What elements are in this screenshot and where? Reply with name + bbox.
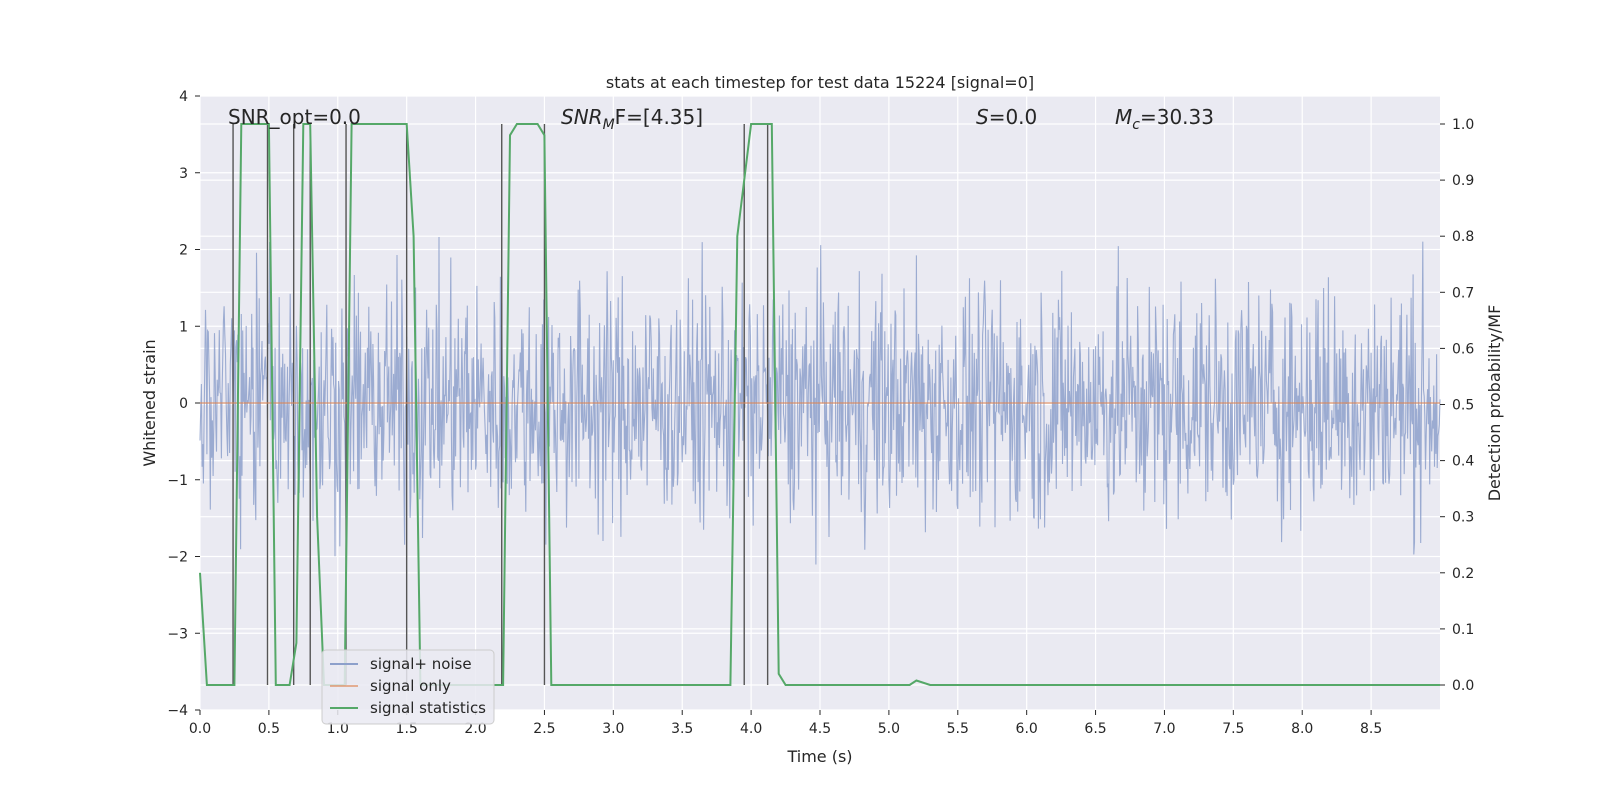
x-tick-label: 6.0 [1016,721,1038,737]
x-tick-label: 0.0 [189,721,211,737]
annotation-s: S=0.0 [976,105,1037,129]
y2-tick-label: 0.9 [1452,173,1474,189]
x-tick-label: 8.0 [1291,721,1313,737]
x-tick-label: 1.5 [396,721,418,737]
y-tick-label: −2 [167,550,188,566]
annotation-snr-mf: SNRMF=[4.35] [561,105,703,133]
y2-tick-label: 0.0 [1452,678,1474,694]
x-tick-label: 6.5 [1084,721,1106,737]
y2-axis-label: Detection probability/MF [1485,305,1504,502]
legend-box [321,649,495,725]
y-tick-label: 4 [179,89,188,105]
annotation-snr-opt: SNR_opt=0.0 [228,105,361,129]
x-tick-label: 4.0 [740,721,762,737]
x-tick-label: 8.5 [1360,721,1382,737]
y2-tick-label: 0.2 [1452,566,1474,582]
y-tick-label: 3 [179,166,188,182]
x-tick-label: 3.0 [602,721,624,737]
chart-title: stats at each timestep for test data 152… [606,73,1034,92]
y2-tick-label: 0.7 [1452,285,1474,301]
x-tick-label: 7.5 [1222,721,1244,737]
y2-tick-label: 0.8 [1452,229,1474,245]
y-tick-label: −1 [167,473,188,489]
y-axis-label: Whitened strain [140,339,159,466]
y-tick-label: −4 [167,703,188,719]
x-tick-label: 1.0 [327,721,349,737]
x-tick-label: 4.5 [809,721,831,737]
x-tick-label: 2.0 [464,721,486,737]
x-tick-label: 3.5 [671,721,693,737]
y2-tick-label: 0.4 [1452,454,1474,470]
legend-label-signal-statistics: signal statistics [370,699,486,717]
y2-axis-ticks: 1.0 0.9 0.8 0.7 0.6 0.5 0.4 0.3 0.2 0.1 0.0 [1440,117,1474,694]
y2-tick-label: 0.3 [1452,510,1474,526]
y2-tick-label: 0.1 [1452,622,1474,638]
x-tick-label: 5.0 [878,721,900,737]
legend-label-signal-only: signal only [370,677,451,695]
annotation-mc: Mc=30.33 [1115,105,1214,133]
x-axis-label: Time (s) [786,747,852,766]
x-tick-label: 7.0 [1153,721,1175,737]
legend: signal+ noise signal only signal statist… [321,649,495,725]
y2-tick-label: 0.5 [1452,398,1474,414]
annotations: SNR_opt=0.0 SNRMF=[4.35] S=0.0 Mc=30.33 [228,105,1214,133]
y2-tick-label: 0.6 [1452,341,1474,357]
y-tick-label: 1 [179,319,188,335]
x-tick-label: 2.5 [533,721,555,737]
y-axis-ticks: 4 3 2 1 0 −1 −2 −3 −4 [167,89,200,719]
x-tick-label: 5.5 [947,721,969,737]
legend-label-signal-noise: signal+ noise [370,655,472,673]
x-tick-label: 0.5 [258,721,280,737]
y-tick-label: 2 [179,243,188,259]
x-axis-ticks: 0.0 0.5 1.0 1.5 2.0 2.5 3.0 3.5 4.0 4.5 5.0 5.5 6.0 6… [189,710,1382,737]
y-tick-label: 0 [179,396,188,412]
y-tick-label: −3 [167,626,188,642]
y2-tick-label: 1.0 [1452,117,1474,133]
